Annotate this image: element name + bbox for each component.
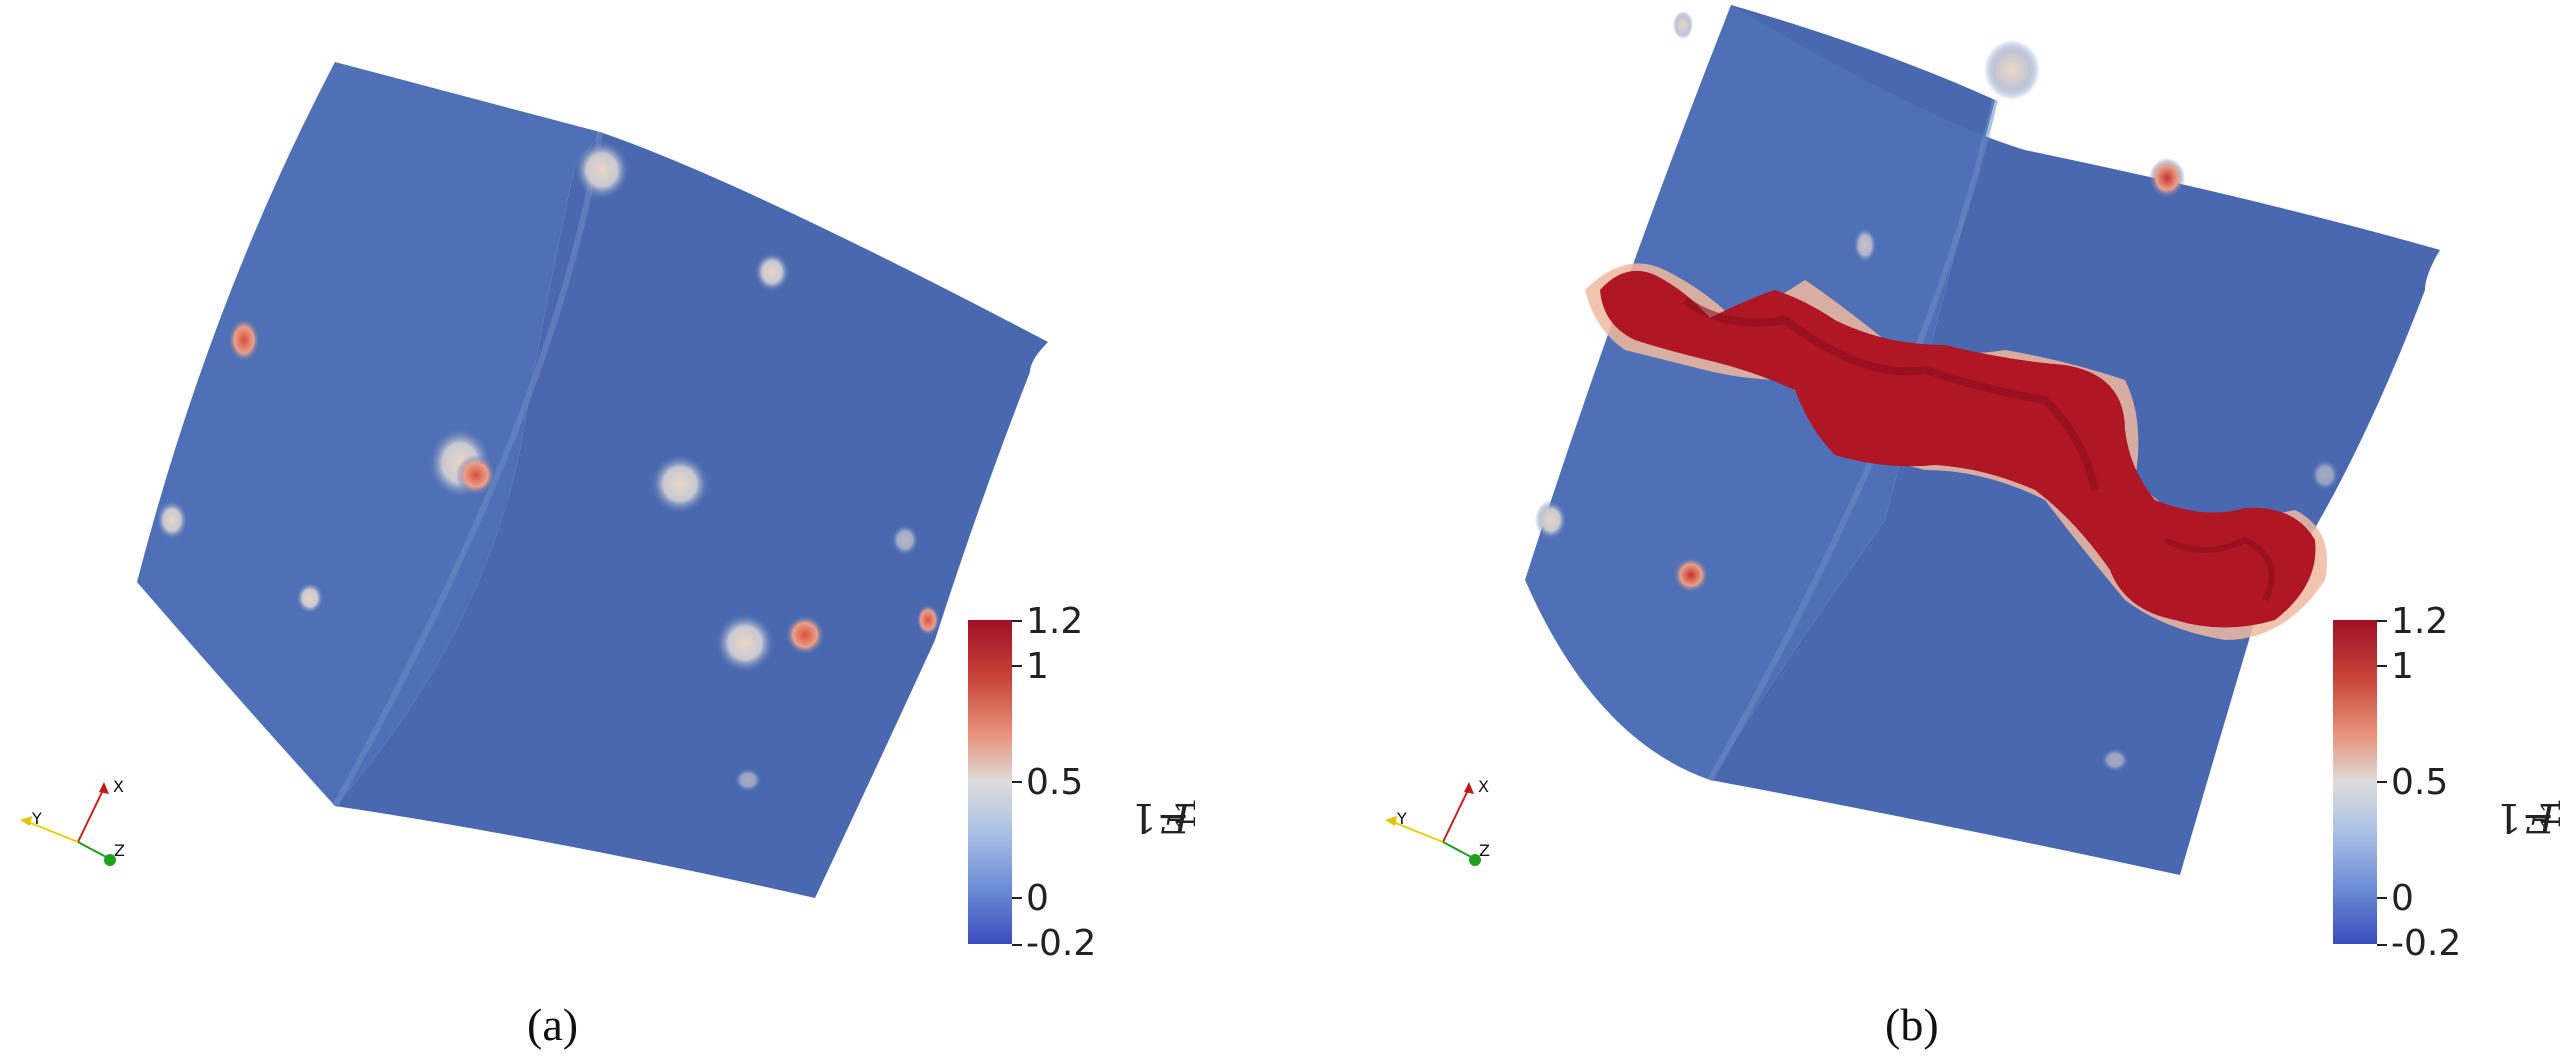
panel-a: X Y Z 1.2 1 0.5 0 -0.2 F 11 −1 (a) [20, 62, 1202, 1050]
colorbar-tick-label: 1 [2391, 646, 2414, 687]
panel-caption: (a) [527, 999, 579, 1050]
colorbar-tick [1012, 781, 1022, 783]
axis-label-x: X [113, 777, 124, 796]
deformed-cube-render [137, 62, 1048, 898]
cube-left-face [1525, 5, 1995, 780]
cube-left-face [137, 62, 600, 806]
colorbar-tick-label: 1.2 [1026, 601, 1084, 642]
colorbar-tick [2377, 665, 2387, 667]
colorbar-tick [2377, 944, 2387, 946]
colorbar-tick [1012, 897, 1022, 899]
z-axis-arrow-icon [1469, 854, 1481, 866]
damage-band [1600, 270, 2316, 628]
cube-right-face [335, 132, 1048, 898]
deformed-cube-render [1525, 5, 2440, 875]
axis-label-x: X [1478, 777, 1489, 796]
colorbar-tick [1012, 944, 1022, 946]
colorbar-gradient [2333, 620, 2377, 944]
colorbar-tick-label: -0.2 [2391, 923, 2462, 964]
orientation-axes-triad: X Y Z [1385, 777, 1490, 866]
axis-label-z: Z [114, 841, 125, 860]
axis-label-y: Y [1396, 809, 1407, 828]
y-axis-arrow-icon [20, 816, 32, 826]
colorbar-tick-label: 0.5 [1026, 762, 1084, 803]
z-axis-arrow-icon [104, 854, 116, 866]
colorbar-tick [2377, 620, 2387, 622]
x-axis-arrow-icon [99, 782, 109, 794]
x-axis-arrow-icon [1464, 782, 1474, 794]
panel-caption: (b) [1885, 999, 1939, 1050]
colorbar-tick-label: 0.5 [2391, 762, 2449, 803]
colorbar-tick [1012, 620, 1022, 622]
colorbar-tick [2377, 897, 2387, 899]
colorbar-gradient [968, 620, 1012, 944]
colorbar-tick-label: 0 [1026, 878, 1049, 919]
colorbar-tick [1012, 665, 1022, 667]
colorbar: 1.2 1 0.5 0 -0.2 [968, 604, 1118, 962]
panel-b: X Y Z 1.2 1 0.5 0 -0.2 F 11 −1 (b) [1365, 0, 2560, 1061]
y-axis-arrow-icon [1385, 816, 1397, 826]
colorbar-tick-label: 1 [1026, 646, 1049, 687]
colorbar-tick-label: 0 [2391, 878, 2414, 919]
axis-label-z: Z [1479, 841, 1490, 860]
axis-label-y: Y [31, 809, 42, 828]
colorbar-tick [2377, 781, 2387, 783]
orientation-axes-triad: X Y Z [20, 777, 125, 866]
colorbar-tick-label: 1.2 [2391, 601, 2449, 642]
colorbar: 1.2 1 0.5 0 -0.2 [2333, 604, 2483, 962]
colorbar-tick-label: -0.2 [1026, 923, 1097, 964]
